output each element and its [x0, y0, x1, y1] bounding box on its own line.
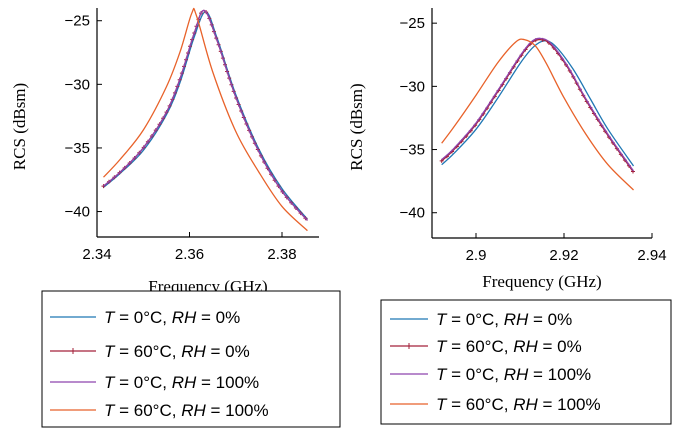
- legend-label-2: T = 0°C, RH = 100%: [104, 373, 259, 392]
- x-tick-label: 2.94: [637, 247, 666, 264]
- y-axis-label: RCS (dBsm): [10, 83, 29, 170]
- series-line-1: [441, 38, 635, 173]
- chart-panel-right: −40 −35 −30 −25 2.9 2.92 2.94 Frequency (GHz) RC…: [347, 8, 667, 291]
- x-tick-label: 2.9: [466, 247, 487, 264]
- legend-label-3: T = 60°C, RH = 100%: [436, 395, 601, 414]
- y-tick-label: −25: [65, 13, 90, 30]
- y-tick-label: −40: [65, 204, 90, 221]
- x-tick-label: 2.34: [82, 246, 111, 263]
- y-tick-label: −30: [400, 78, 425, 95]
- series-line-3: [441, 38, 634, 191]
- x-axis-label: Frequency (GHz): [482, 272, 601, 291]
- legend-label-0: T = 0°C, RH = 0%: [104, 308, 240, 327]
- series-line-0: [441, 40, 635, 167]
- legend-left: T = 0°C, RH = 0% T = 60°C, RH = 0% T = 0°C…: [41, 290, 341, 428]
- y-tick-label: −40: [400, 205, 425, 222]
- x-tick-label: 2.92: [549, 247, 578, 264]
- series-line-1: [103, 9, 308, 221]
- y-tick-label: −30: [65, 76, 90, 93]
- y-tick-label: −35: [400, 142, 425, 159]
- legend-marker: [70, 348, 76, 354]
- legend-right: T = 0°C, RH = 0% T = 60°C, RH = 0% T = 0°C…: [380, 299, 672, 425]
- legend-label-2: T = 0°C, RH = 100%: [436, 365, 591, 384]
- x-tick-label: 2.36: [175, 246, 204, 263]
- series-line-2: [441, 37, 635, 172]
- y-tick-label: −25: [400, 15, 425, 32]
- legend-box: [41, 290, 341, 428]
- series-line-0: [103, 11, 308, 220]
- series-line-2: [103, 9, 308, 221]
- legend-label-1: T = 60°C, RH = 0%: [104, 342, 250, 361]
- legend-box: [380, 299, 672, 425]
- series-line-3: [103, 7, 308, 232]
- legend-label-3: T = 60°C, RH = 100%: [104, 401, 269, 420]
- legend-label-1: T = 60°C, RH = 0%: [436, 337, 582, 356]
- x-tick-label: 2.38: [267, 246, 296, 263]
- legend-marker: [406, 343, 412, 349]
- y-tick-label: −35: [65, 140, 90, 157]
- y-axis-label: RCS (dBsm): [347, 83, 366, 170]
- legend-label-0: T = 0°C, RH = 0%: [436, 310, 572, 329]
